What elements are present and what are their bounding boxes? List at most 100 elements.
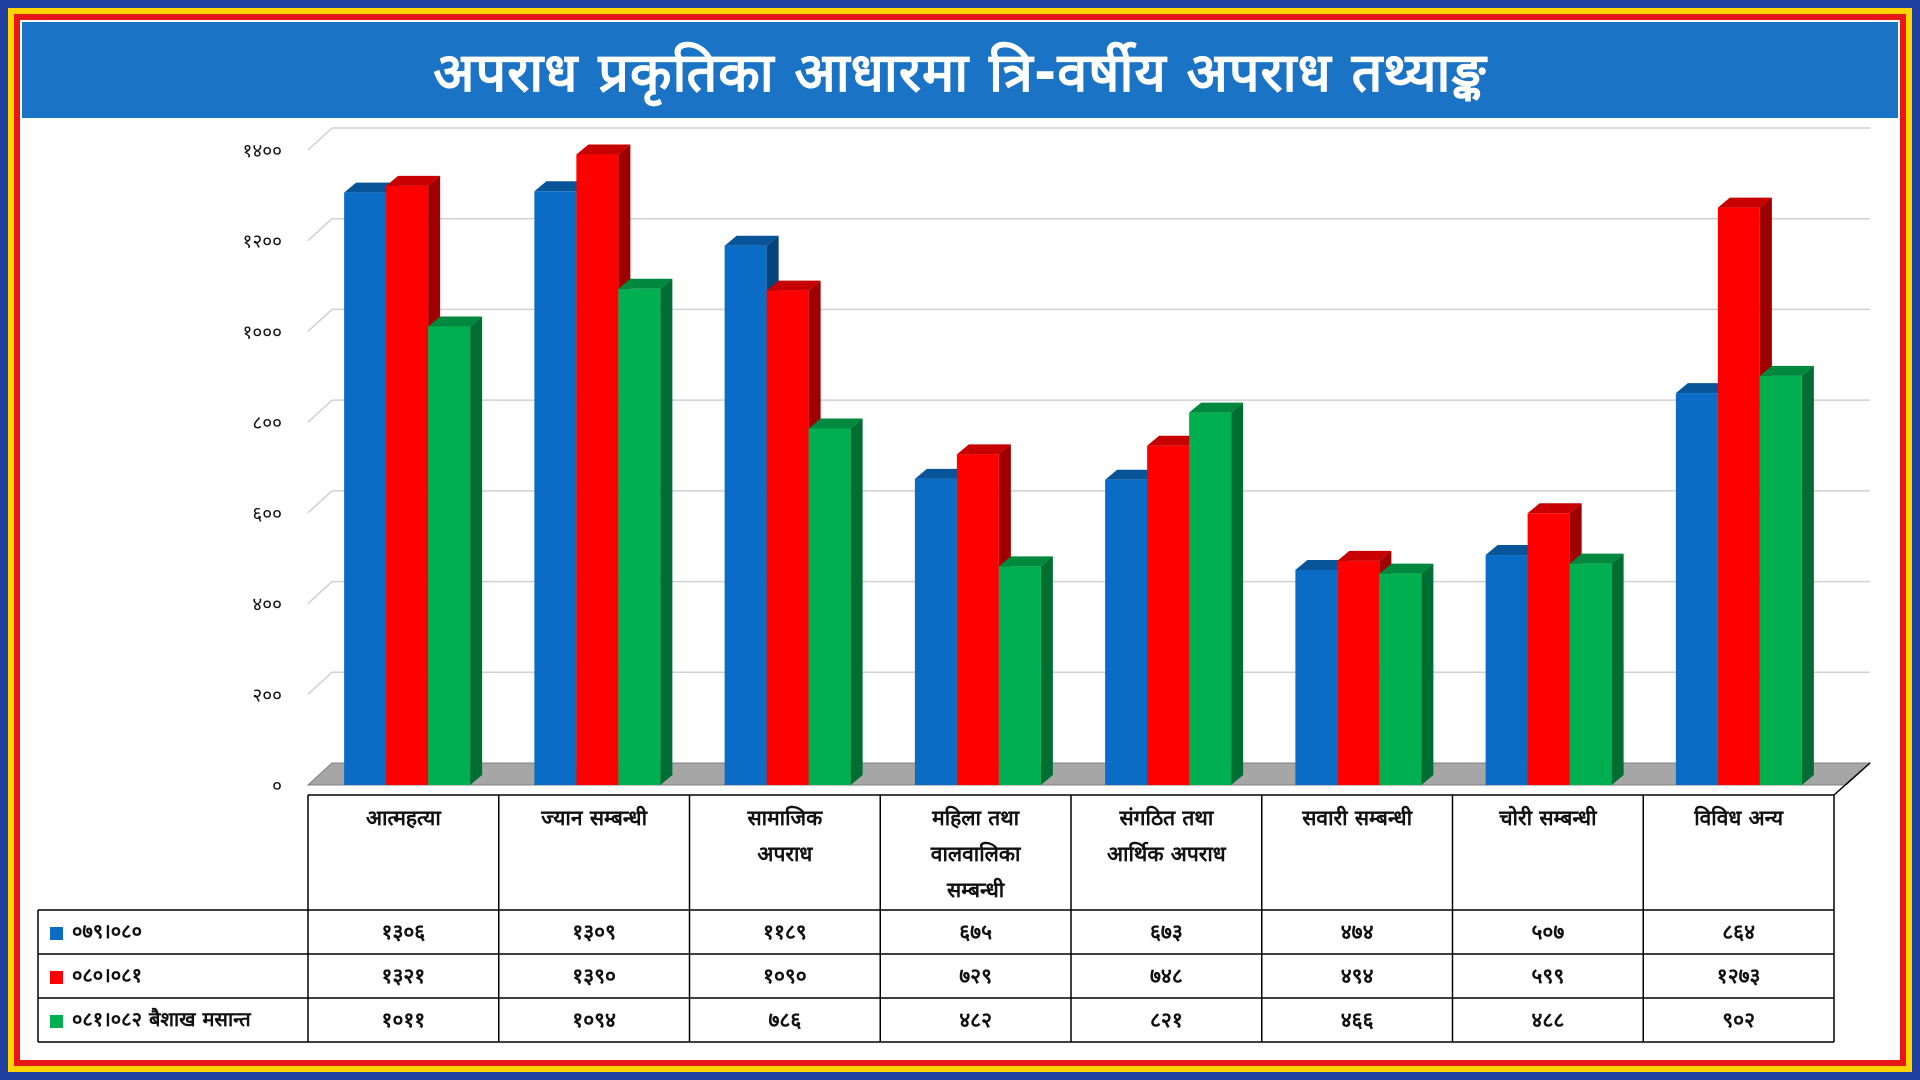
data-label: ४८२: [959, 1008, 992, 1032]
y-tick-label: ४००: [252, 594, 282, 616]
bar-top: [1189, 402, 1244, 413]
bar: [1379, 573, 1422, 785]
bar: [766, 290, 809, 785]
gridline-diag: [307, 581, 333, 605]
bar: [998, 566, 1041, 785]
data-label: १३०६: [382, 920, 426, 944]
data-label: ७४८: [1150, 964, 1183, 988]
bar: [1295, 570, 1338, 785]
category-label: आत्महत्या: [366, 806, 442, 830]
y-tick-label: ८००: [252, 412, 282, 434]
bar: [808, 428, 851, 785]
bar: [1527, 513, 1570, 785]
data-label: १३९०: [572, 964, 616, 988]
gridline-diag: [307, 399, 333, 423]
category-label: महिला तथा: [931, 805, 1021, 830]
bar: [1759, 375, 1802, 785]
series-name: ०८१।०८२ बैशाख मसान्त: [72, 1007, 252, 1031]
bar-side: [1040, 556, 1053, 785]
data-label: ६७५: [959, 920, 992, 944]
table-line: [1833, 762, 1871, 796]
data-label: ५९९: [1531, 964, 1564, 988]
bar: [618, 288, 661, 785]
bar-top: [534, 181, 589, 192]
data-label: १२७३: [1717, 964, 1761, 988]
bar-top: [1485, 545, 1540, 556]
bar-side: [1231, 402, 1244, 785]
data-label: ५०७: [1531, 920, 1564, 944]
data-label: १३०९: [572, 920, 616, 944]
y-tick-label: १४००: [242, 140, 282, 162]
bar: [1485, 555, 1528, 785]
bar-top: [1569, 553, 1624, 564]
bar-top: [1337, 550, 1392, 561]
y-tick-label: २००: [252, 684, 282, 706]
legend-swatch: [50, 1015, 63, 1028]
bar-side: [470, 316, 483, 785]
bar-top: [618, 278, 673, 289]
bar: [428, 326, 471, 785]
bar: [534, 191, 577, 785]
chart-title: अपराध प्रकृतिका आधारमा त्रि-वर्षीय अपराध…: [433, 41, 1487, 104]
data-label: ७८६: [768, 1008, 801, 1032]
gridline-diag: [307, 218, 333, 242]
bar: [1147, 445, 1190, 785]
bar-top: [576, 144, 631, 155]
category-label: चोरी सम्बन्धी: [1498, 805, 1598, 830]
series-name: ०८०।०८१: [72, 963, 142, 987]
legend-swatch: [50, 927, 63, 940]
bar: [344, 192, 387, 785]
bar-top: [1147, 435, 1202, 446]
legend-swatch: [50, 971, 63, 984]
data-label: १०९४: [572, 1008, 616, 1032]
data-label: ११८९: [763, 920, 807, 944]
bar: [1337, 560, 1380, 785]
bar-top: [956, 444, 1011, 455]
data-label: ४९४: [1341, 964, 1374, 988]
category-label: सामाजिक: [746, 805, 823, 830]
category-label: आर्थिक अपराध: [1107, 841, 1227, 866]
title-bar: अपराध प्रकृतिका आधारमा त्रि-वर्षीय अपराध…: [22, 22, 1898, 118]
bar: [914, 478, 957, 785]
category-label: सवारी सम्बन्धी: [1301, 805, 1413, 830]
data-label: ७२९: [959, 964, 992, 988]
bar-top: [724, 235, 779, 246]
data-label: १३२१: [382, 964, 426, 988]
bar-top: [1527, 503, 1582, 514]
bar-top: [998, 556, 1053, 567]
data-label: १०११: [382, 1008, 426, 1032]
bar: [1569, 563, 1612, 785]
bar-top: [914, 468, 969, 479]
bar: [386, 185, 429, 785]
data-label: १०९०: [763, 964, 807, 988]
inner-border: [14, 14, 1906, 1066]
bar: [1717, 207, 1760, 785]
bar-top: [766, 280, 821, 291]
bar-top: [1379, 563, 1434, 574]
bar-top: [1759, 365, 1814, 376]
bar: [956, 454, 999, 785]
gridline-diag: [307, 127, 333, 151]
y-tick-label: १०००: [242, 321, 282, 343]
bar-side: [850, 418, 863, 785]
bar-side: [1801, 365, 1814, 785]
bar-side: [1611, 553, 1624, 785]
data-label: ८२१: [1150, 1008, 1183, 1032]
category-label: सम्बन्धी: [946, 877, 1006, 902]
series-name: ०७९।०८०: [72, 919, 142, 943]
gridline-diag: [307, 308, 333, 332]
y-tick-label: १२००: [242, 231, 282, 253]
bar: [1189, 412, 1232, 785]
y-tick-label: ०: [272, 775, 282, 797]
category-label: विविध अन्य: [1693, 805, 1784, 830]
bar: [1675, 393, 1718, 785]
data-label: ४७४: [1341, 920, 1374, 944]
bar: [576, 154, 619, 786]
category-label: वालवालिका: [930, 841, 1022, 866]
data-label: ४८८: [1531, 1008, 1564, 1032]
bar-side: [1421, 563, 1434, 785]
bar-top: [386, 175, 441, 186]
